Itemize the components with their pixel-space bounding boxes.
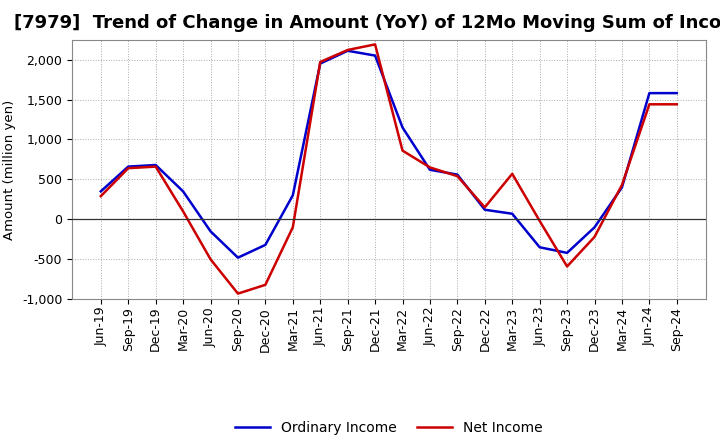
Ordinary Income <box>480 207 489 213</box>
Net Income <box>371 42 379 47</box>
Ordinary Income <box>590 225 599 230</box>
Net Income <box>316 59 325 65</box>
Net Income <box>233 291 242 296</box>
Ordinary Income <box>206 229 215 234</box>
Ordinary Income <box>563 250 572 256</box>
Ordinary Income <box>453 172 462 177</box>
Ordinary Income <box>371 53 379 58</box>
Ordinary Income <box>398 125 407 130</box>
Ordinary Income <box>179 189 187 194</box>
Net Income <box>96 194 105 199</box>
Net Income <box>289 225 297 230</box>
Net Income <box>426 165 434 170</box>
Ordinary Income <box>124 164 132 169</box>
Ordinary Income <box>233 255 242 260</box>
Net Income <box>261 282 270 287</box>
Net Income <box>151 164 160 169</box>
Ordinary Income <box>536 245 544 250</box>
Net Income <box>453 173 462 179</box>
Legend: Ordinary Income, Net Income: Ordinary Income, Net Income <box>235 421 543 435</box>
Net Income <box>179 209 187 214</box>
Net Income <box>563 264 572 269</box>
Net Income <box>124 165 132 171</box>
Net Income <box>508 171 516 176</box>
Ordinary Income <box>151 162 160 168</box>
Line: Ordinary Income: Ordinary Income <box>101 51 677 258</box>
Net Income <box>590 234 599 239</box>
Ordinary Income <box>289 193 297 198</box>
Net Income <box>206 257 215 262</box>
Y-axis label: Amount (million yen): Amount (million yen) <box>4 99 17 239</box>
Ordinary Income <box>343 48 352 53</box>
Net Income <box>480 205 489 210</box>
Ordinary Income <box>261 242 270 248</box>
Ordinary Income <box>426 167 434 172</box>
Net Income <box>645 102 654 107</box>
Net Income <box>398 148 407 153</box>
Ordinary Income <box>96 189 105 194</box>
Ordinary Income <box>508 211 516 216</box>
Net Income <box>618 182 626 187</box>
Ordinary Income <box>672 91 681 96</box>
Line: Net Income: Net Income <box>101 44 677 293</box>
Net Income <box>536 218 544 224</box>
Title: [7979]  Trend of Change in Amount (YoY) of 12Mo Moving Sum of Incomes: [7979] Trend of Change in Amount (YoY) o… <box>14 15 720 33</box>
Net Income <box>343 48 352 53</box>
Ordinary Income <box>618 185 626 190</box>
Ordinary Income <box>645 91 654 96</box>
Net Income <box>672 102 681 107</box>
Ordinary Income <box>316 61 325 66</box>
